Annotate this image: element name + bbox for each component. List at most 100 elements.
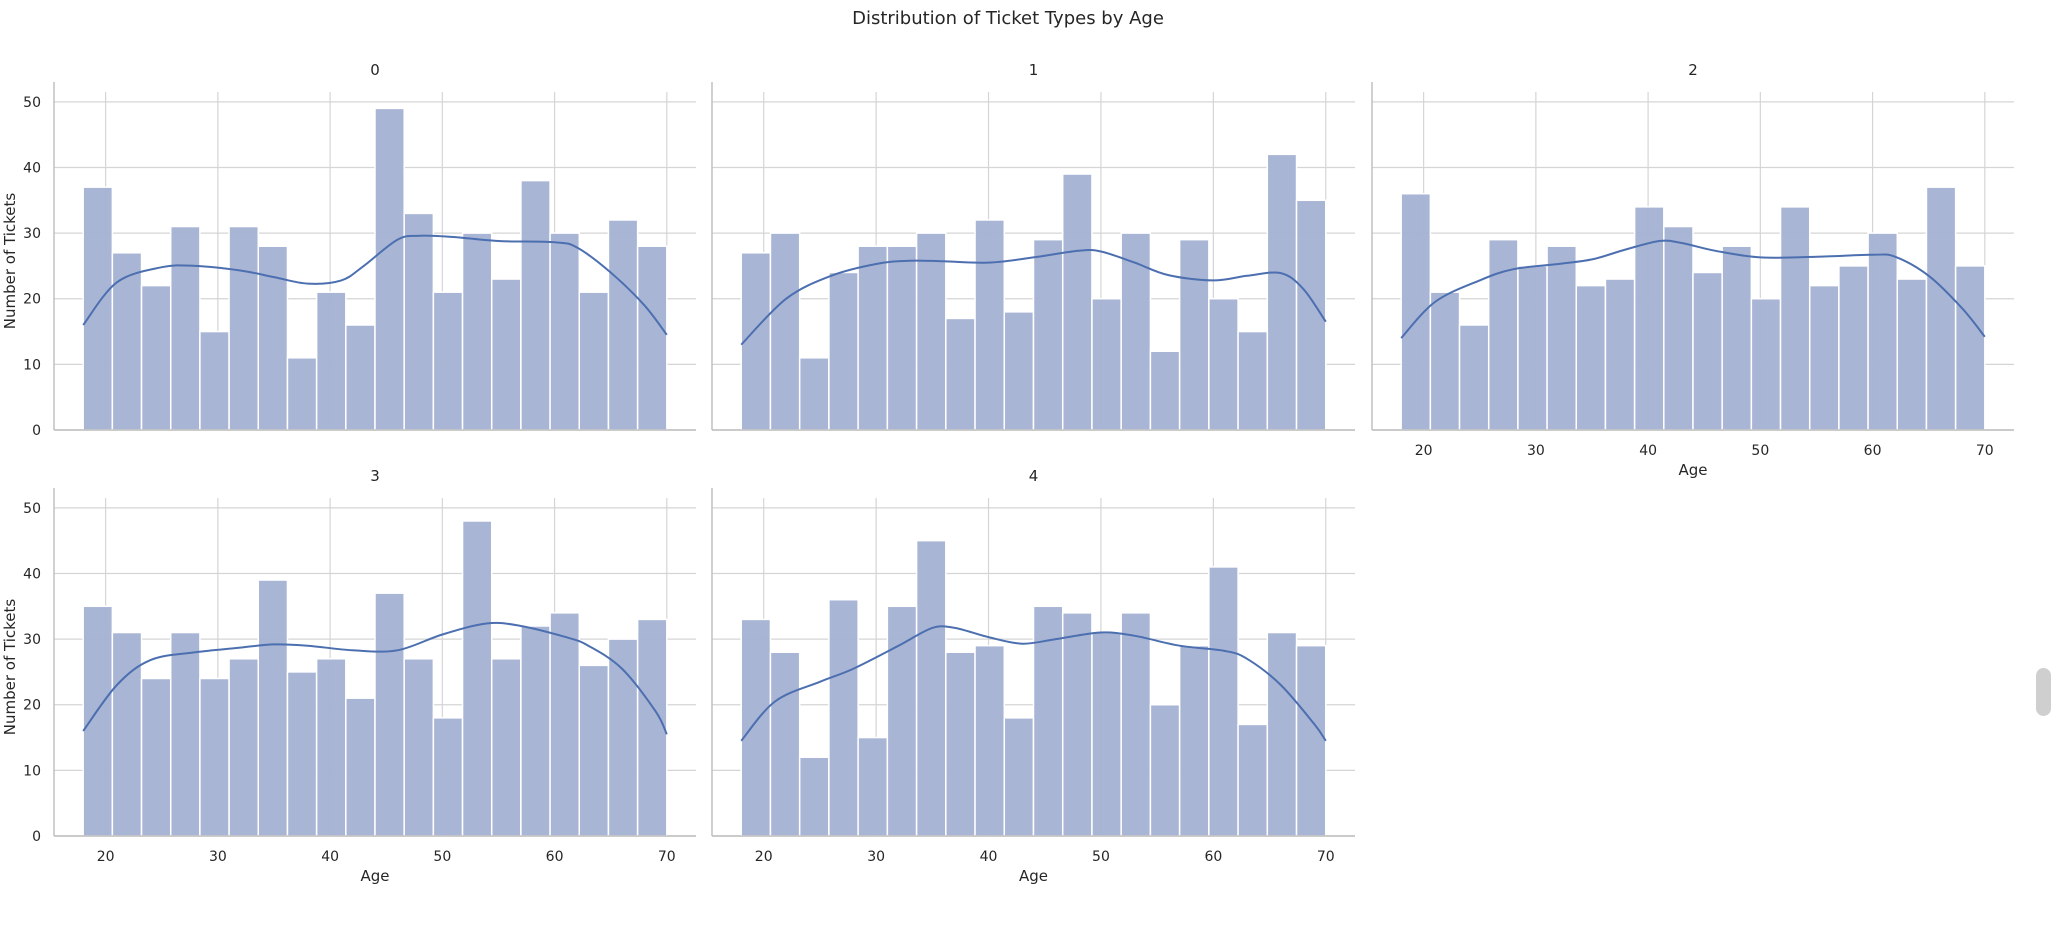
y-tick-label: 40 (23, 160, 41, 176)
histogram-bar (945, 651, 976, 837)
x-tick-label: 30 (1527, 443, 1545, 459)
histogram-bar (374, 107, 405, 431)
histogram-bar (549, 232, 581, 431)
y-tick-label: 20 (23, 292, 41, 308)
histogram-bar (1295, 644, 1327, 837)
histogram-bar (82, 186, 114, 431)
histogram-bar (1925, 186, 1957, 431)
y-tick-label: 0 (32, 423, 41, 439)
x-tick-label: 60 (546, 849, 564, 865)
histogram-bar (857, 736, 889, 837)
x-tick-label: 50 (433, 849, 451, 865)
panel-title: 2 (1688, 61, 1698, 79)
y-tick-label: 10 (23, 357, 41, 373)
histogram-bar (1237, 723, 1269, 837)
histogram-bar (1091, 297, 1122, 431)
panel-title: 0 (370, 61, 380, 79)
x-axis-label: Age (1678, 461, 1707, 479)
x-tick-label: 20 (1415, 443, 1433, 459)
histogram-bar (798, 357, 830, 431)
histogram-bar (1750, 297, 1782, 431)
x-tick-label: 40 (321, 849, 339, 865)
histogram-bar (578, 291, 610, 431)
histogram-bar (1149, 350, 1181, 431)
facet-panel-2: 2 20 30 40 50 60 70 Age (1371, 61, 2014, 479)
vertical-scrollbar-thumb[interactable] (2036, 668, 2051, 716)
histogram-bar (974, 219, 1006, 431)
histogram-bar (607, 219, 639, 431)
histogram-bar (1517, 265, 1548, 431)
histogram-bar (974, 644, 1006, 837)
histogram-bar (1003, 717, 1035, 837)
x-tick-label: 20 (97, 849, 115, 865)
histogram-bar (140, 284, 172, 431)
histogram-bar (257, 579, 289, 837)
kde-curve (82, 234, 668, 336)
histogram-bar (111, 252, 143, 431)
histogram-bar (1604, 278, 1636, 431)
histogram-bar (169, 225, 201, 431)
histogram-bar (490, 278, 522, 431)
histogram-bar (1458, 324, 1490, 431)
histogram-bar (828, 598, 859, 837)
y-tick-label: 50 (23, 501, 41, 517)
histogram-bar (169, 631, 201, 837)
x-tick-label: 20 (755, 849, 773, 865)
histogram-bar (1721, 245, 1753, 431)
histogram-bar (1208, 297, 1239, 431)
facet-panel-1: 1 (711, 61, 1355, 431)
histogram-bar (432, 717, 464, 837)
histogram-bar (1692, 271, 1723, 431)
histogram-bar (1575, 284, 1607, 431)
histogram-bar (915, 232, 947, 431)
histogram-bar (199, 330, 230, 431)
x-tick-label: 70 (1976, 443, 1994, 459)
histogram-bar (1120, 612, 1152, 837)
histogram-bar (1149, 703, 1181, 837)
histogram-bar (199, 677, 230, 837)
panel-title: 1 (1029, 61, 1039, 79)
histogram-bar (315, 291, 347, 431)
panel-title: 3 (370, 467, 380, 485)
histogram-bar (1867, 232, 1899, 431)
histogram-bar (886, 605, 918, 837)
histogram-bar (769, 232, 801, 431)
x-tick-label: 30 (867, 849, 885, 865)
x-tick-label: 40 (1639, 443, 1657, 459)
x-tick-label: 70 (1317, 849, 1335, 865)
histogram-bar (1429, 291, 1461, 431)
histogram-bar (1779, 206, 1811, 431)
histogram-bar (1032, 605, 1064, 837)
y-axis-label: Number of Tickets (1, 193, 19, 330)
histogram-bar (886, 245, 918, 431)
y-tick-label: 50 (23, 95, 41, 111)
x-tick-label: 50 (1092, 849, 1110, 865)
x-tick-label: 40 (980, 849, 998, 865)
histogram-bar (1266, 631, 1298, 837)
histogram-bar (769, 651, 801, 837)
y-tick-label: 20 (23, 698, 41, 714)
histogram-bar (1091, 631, 1122, 837)
kde-curve (1400, 239, 1986, 339)
kde-curve (740, 625, 1327, 742)
facet-panel-0: 0 0 10 20 30 40 50 Number of Tickets (1, 61, 696, 439)
histogram-bar (345, 324, 376, 431)
histogram-bar (286, 357, 318, 431)
histogram-bar (798, 756, 830, 837)
histogram-bar (1003, 311, 1035, 431)
histogram-bar (1954, 265, 1986, 431)
histogram-bar (1061, 612, 1093, 837)
histogram-bar (1178, 238, 1210, 431)
x-tick-label: 30 (209, 849, 227, 865)
panel-title: 4 (1029, 467, 1039, 485)
y-tick-label: 30 (23, 226, 41, 242)
histogram-bar (828, 271, 859, 431)
y-tick-label: 0 (32, 829, 41, 845)
kde-curve (82, 621, 668, 735)
histogram-bar (490, 658, 522, 837)
histogram-bar (286, 671, 318, 837)
facet-panel-4: 4 20 30 40 50 60 70 Age (711, 467, 1355, 885)
histogram-bar (636, 245, 668, 431)
histogram-bar (945, 317, 976, 431)
